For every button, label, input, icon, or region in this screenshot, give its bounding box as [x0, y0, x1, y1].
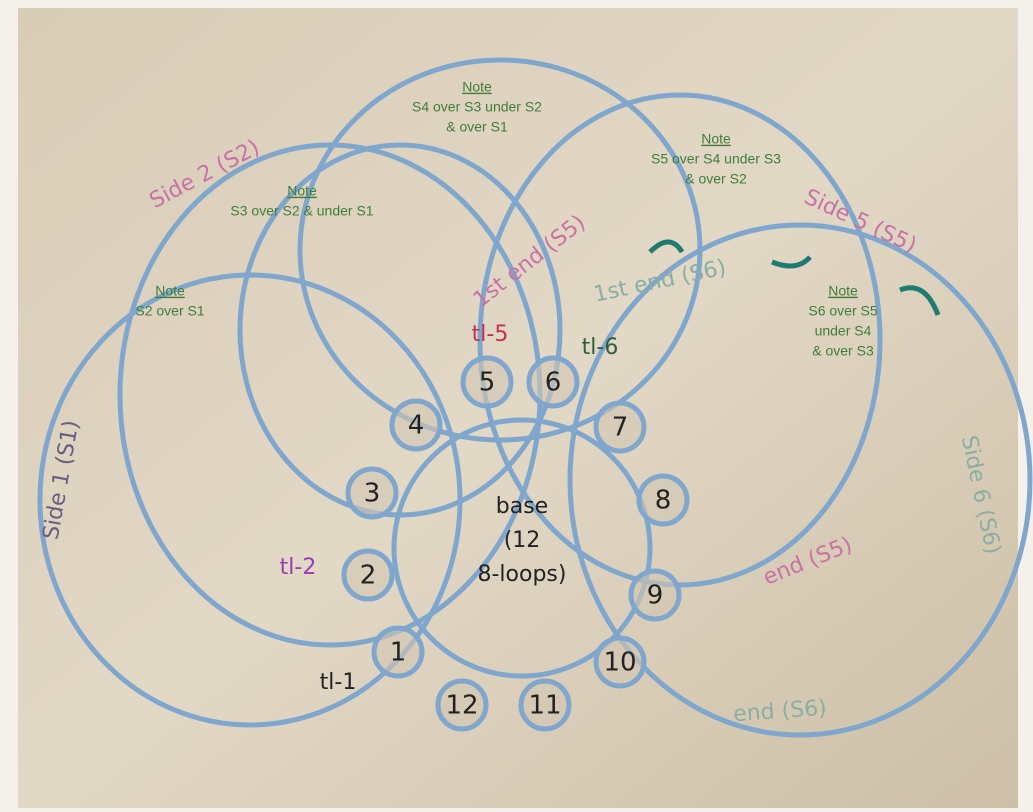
note-heading: Note: [701, 131, 731, 147]
loop-number: 8: [655, 486, 672, 516]
note-line: S6 over S5: [808, 303, 877, 319]
note-line: S2 over S1: [135, 303, 204, 319]
loop-number: 4: [408, 411, 425, 441]
note-line: under S4: [815, 323, 872, 339]
note-line: & over S2: [685, 171, 747, 187]
note-line: S3 over S2 & under S1: [230, 203, 373, 219]
loop-number: 2: [360, 561, 377, 591]
loop-number: 10: [603, 648, 636, 678]
loop-number: 6: [545, 368, 562, 398]
base-label: (12: [504, 528, 541, 553]
tie-label: tl-6: [582, 335, 619, 360]
tie-label: tl-1: [320, 670, 357, 695]
loop-number: 12: [445, 691, 478, 721]
note-line: & over S1: [446, 119, 508, 135]
note-heading: Note: [287, 183, 317, 199]
note-line: & over S3: [812, 343, 874, 359]
note-heading: Note: [155, 283, 185, 299]
loop-number: 1: [390, 638, 407, 668]
annotated-photo: 123456789101112 base (12 8-loops) Side 1…: [0, 0, 1033, 812]
note-heading: Note: [462, 79, 492, 95]
base-label: 8-loops): [478, 562, 567, 587]
loop-number: 9: [647, 581, 664, 611]
base-label: base: [496, 494, 548, 519]
loop-number: 11: [528, 691, 561, 721]
loop-number: 5: [479, 368, 496, 398]
note-line: S4 over S3 under S2: [412, 99, 542, 115]
loop-number: 7: [612, 413, 629, 443]
note-heading: Note: [828, 283, 858, 299]
tie-label: tl-5: [472, 322, 509, 347]
note-line: S5 over S4 under S3: [651, 151, 781, 167]
loop-number: 3: [364, 479, 381, 509]
tie-label: tl-2: [280, 555, 317, 580]
board: [18, 8, 1018, 808]
